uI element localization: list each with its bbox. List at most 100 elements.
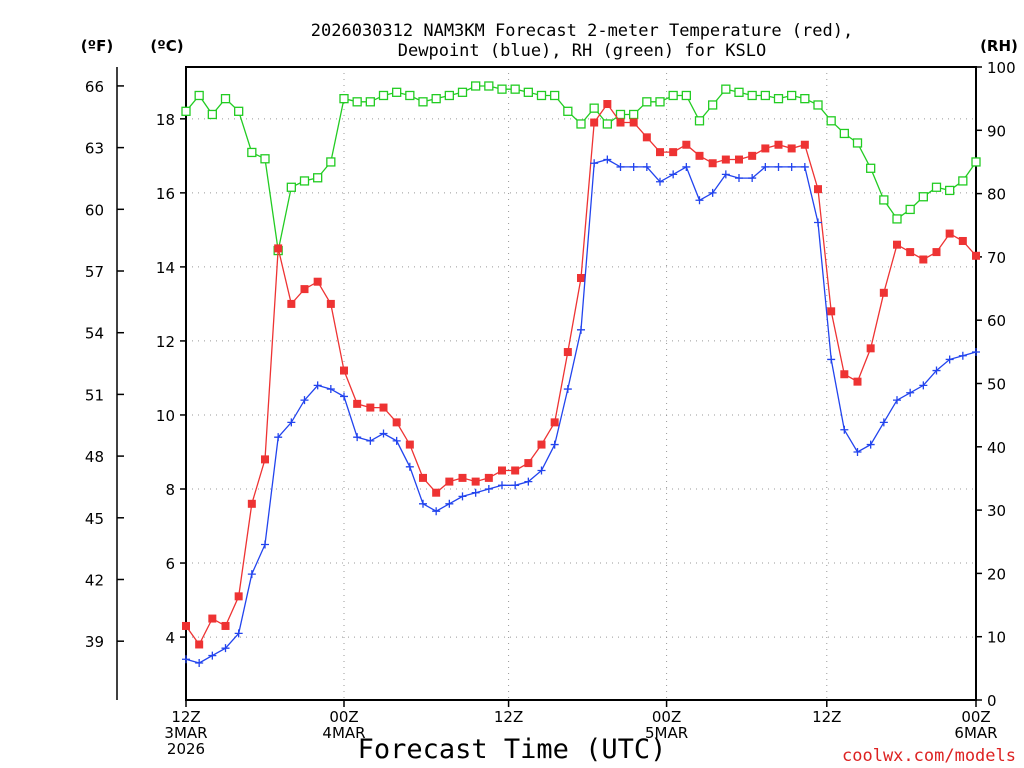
dewpoint-point xyxy=(195,658,204,667)
x-tick-label: 6MAR xyxy=(954,724,997,742)
dewpoint-point xyxy=(313,381,322,390)
relative-humidity-point xyxy=(773,94,784,104)
relative-humidity-point xyxy=(457,87,468,97)
relative-humidity-point xyxy=(602,119,612,129)
relative-humidity-point xyxy=(681,90,691,101)
dewpoint-point xyxy=(563,385,572,394)
relative-humidity-point xyxy=(576,119,586,129)
temperature-point xyxy=(695,151,704,160)
relative-humidity-point xyxy=(879,195,889,205)
temperature-point xyxy=(906,248,915,257)
dewpoint-point xyxy=(827,355,836,364)
temperature-point xyxy=(642,133,651,142)
relative-humidity-point xyxy=(247,147,257,158)
fahrenheit-tick-label: 54 xyxy=(85,325,104,343)
relative-humidity-point xyxy=(510,84,520,94)
fahrenheit-tick-label: 45 xyxy=(85,510,104,528)
temperature-point xyxy=(629,118,638,127)
temperature-point xyxy=(537,440,546,449)
dewpoint-point xyxy=(919,381,928,390)
x-tick-label: 12Z xyxy=(171,708,200,726)
dewpoint-point xyxy=(221,644,230,653)
temperature-point xyxy=(498,466,506,475)
temperature-point xyxy=(300,285,309,294)
relative-humidity-point xyxy=(234,106,244,116)
temperature-point xyxy=(682,140,691,149)
dewpoint-point xyxy=(787,162,796,171)
dewpoint-point xyxy=(458,492,467,501)
dewpoint-point xyxy=(642,162,651,171)
temperature-point xyxy=(550,418,559,427)
fahrenheit-unit-label: (ºF) xyxy=(81,37,113,55)
relative-humidity-point xyxy=(405,90,415,101)
temperature-point xyxy=(814,185,822,194)
fahrenheit-tick-label: 66 xyxy=(85,78,104,96)
relative-humidity-point xyxy=(589,103,599,113)
dewpoint-point xyxy=(761,162,770,171)
dewpoint-point xyxy=(774,162,783,171)
x-tick-label: 00Z xyxy=(961,708,990,726)
temperature-point xyxy=(313,277,322,286)
temperature-point xyxy=(945,229,954,238)
temperature-point xyxy=(471,477,480,486)
relative-humidity-point xyxy=(352,97,362,107)
temperature-point xyxy=(261,455,269,464)
rh-tick-label: 50 xyxy=(987,376,1006,394)
temperature-point xyxy=(656,148,664,157)
temperature-point xyxy=(195,640,204,649)
rh-tick-label: 70 xyxy=(987,249,1006,267)
dewpoint-point xyxy=(629,162,638,171)
dewpoint-point xyxy=(748,174,757,183)
celsius-tick-label: 8 xyxy=(165,481,175,499)
relative-humidity-point xyxy=(299,176,310,186)
temperature-point xyxy=(893,240,901,249)
relative-humidity-point xyxy=(194,90,204,101)
dewpoint-point xyxy=(669,170,678,179)
relative-humidity-point xyxy=(220,94,231,104)
credit-text: coolwx.com/models xyxy=(842,746,1016,766)
rh-tick-label: 10 xyxy=(987,629,1006,647)
relative-humidity-point xyxy=(563,106,573,116)
dewpoint-point xyxy=(340,392,348,401)
relative-humidity-point xyxy=(918,192,928,202)
dewpoint-point xyxy=(735,174,743,183)
dewpoint-point xyxy=(498,481,506,490)
relative-humidity-point xyxy=(523,87,533,97)
dewpoint-point xyxy=(524,477,533,486)
temperature-point xyxy=(379,403,388,412)
rh-tick-label: 40 xyxy=(987,439,1006,457)
dewpoint-point xyxy=(616,162,625,171)
rh-tick-label: 100 xyxy=(987,59,1016,77)
temperature-point xyxy=(669,148,678,157)
relative-humidity-point xyxy=(260,154,270,164)
x-tick-label: 00Z xyxy=(329,708,358,726)
celsius-tick-label: 12 xyxy=(156,333,175,351)
temperature-point xyxy=(577,274,585,282)
temperature-point xyxy=(761,144,770,153)
dewpoint-point xyxy=(800,162,809,171)
dewpoint-point xyxy=(274,433,283,442)
dewpoint-point xyxy=(247,570,256,579)
temperature-point xyxy=(182,621,190,630)
series-layer xyxy=(181,81,981,667)
relative-humidity-point xyxy=(365,97,375,107)
dewpoint-point xyxy=(353,433,362,442)
axes xyxy=(116,66,977,701)
rh-tick-label: 90 xyxy=(987,122,1006,140)
temperature-point xyxy=(919,255,928,264)
celsius-tick-label: 6 xyxy=(165,555,175,573)
temperature-point xyxy=(392,418,401,427)
chart-title-line-2: Dewpoint (blue), RH (green) for KSLO xyxy=(398,41,766,61)
relative-humidity-point xyxy=(747,90,757,101)
temperature-point xyxy=(353,399,362,408)
relative-humidity-point xyxy=(721,84,731,94)
dewpoint-point xyxy=(326,385,335,394)
relative-humidity-point xyxy=(615,109,626,120)
dewpoint-point xyxy=(550,440,559,449)
celsius-unit-label: (ºC) xyxy=(150,37,183,55)
temperature-point xyxy=(616,118,625,127)
celsius-tick-label: 10 xyxy=(156,407,175,425)
dewpoint-point xyxy=(577,325,585,334)
rh-tick-label: 80 xyxy=(987,186,1006,204)
temperature-point xyxy=(827,307,836,316)
